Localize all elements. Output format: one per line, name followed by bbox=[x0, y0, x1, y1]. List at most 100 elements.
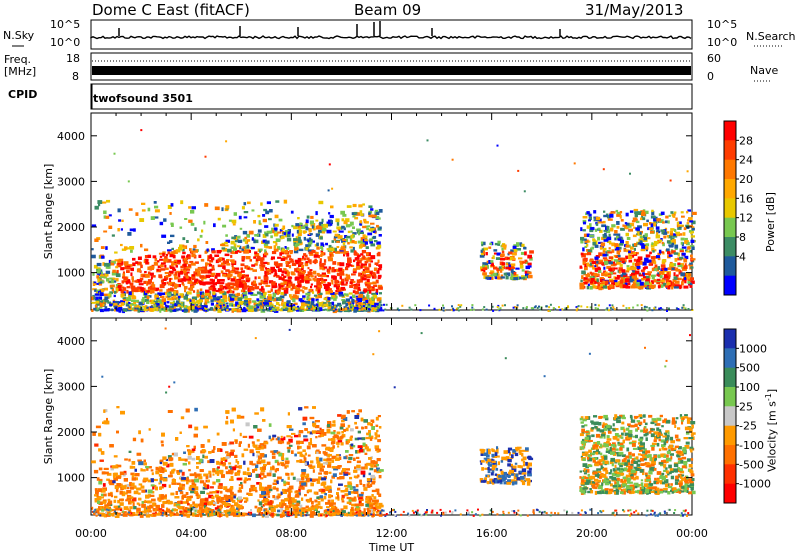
power-cell bbox=[510, 266, 515, 270]
power-cell bbox=[220, 243, 225, 247]
power-cell bbox=[251, 282, 255, 286]
power-cell bbox=[366, 294, 370, 299]
power-cell bbox=[371, 292, 377, 296]
power-cell bbox=[172, 300, 176, 304]
power-cell bbox=[312, 270, 317, 275]
velocity-cell bbox=[351, 486, 356, 489]
power-cell bbox=[187, 264, 192, 267]
power-cell bbox=[325, 291, 331, 295]
power-cell bbox=[303, 308, 307, 312]
power-cell bbox=[216, 300, 222, 303]
power-cell bbox=[283, 275, 287, 278]
power-cell bbox=[614, 243, 619, 247]
power-cell bbox=[360, 213, 364, 217]
power-sparse-cell bbox=[573, 162, 576, 165]
power-cell bbox=[226, 274, 232, 278]
power-cell bbox=[149, 299, 153, 303]
power-cell bbox=[643, 222, 648, 227]
power-cell bbox=[590, 272, 595, 276]
velocity-cell bbox=[125, 499, 128, 502]
power-cell bbox=[310, 215, 314, 219]
power-cell bbox=[277, 268, 283, 272]
power-ground-cell bbox=[281, 304, 284, 307]
power-cell bbox=[600, 261, 603, 265]
power-cell bbox=[355, 266, 361, 270]
power-cell bbox=[139, 218, 145, 222]
power-cell bbox=[204, 307, 207, 311]
power-cell bbox=[93, 283, 97, 286]
power-cell bbox=[599, 277, 604, 280]
power-cell bbox=[351, 240, 355, 244]
power-ground-cell bbox=[221, 309, 224, 312]
power-cell bbox=[282, 304, 287, 309]
power-ground-cell bbox=[145, 308, 148, 311]
power-cell bbox=[319, 261, 322, 265]
power-cell bbox=[528, 274, 533, 279]
power-cell bbox=[305, 274, 311, 277]
power-cell bbox=[122, 271, 125, 275]
power-cell bbox=[194, 280, 197, 283]
power-cell bbox=[373, 307, 378, 310]
power-cell bbox=[292, 304, 296, 308]
power-cell bbox=[189, 280, 193, 283]
velocity-cell bbox=[337, 498, 340, 501]
power-ground-cell bbox=[682, 304, 685, 307]
power-cell bbox=[639, 235, 643, 239]
power-cell bbox=[584, 239, 589, 243]
power-cell bbox=[123, 278, 128, 281]
velocity-cell bbox=[199, 480, 205, 484]
power-cell bbox=[375, 309, 380, 313]
power-cell bbox=[608, 233, 611, 238]
velocity-cell bbox=[256, 439, 260, 442]
power-cell bbox=[587, 272, 590, 276]
power-cell bbox=[329, 247, 333, 251]
power-cell bbox=[217, 217, 221, 221]
power-cell bbox=[511, 257, 516, 261]
power-cell bbox=[126, 308, 132, 312]
power-ground-cell bbox=[138, 306, 141, 309]
power-cell bbox=[284, 256, 288, 260]
power-cell bbox=[120, 243, 123, 247]
power-cell bbox=[600, 280, 604, 284]
power-cell bbox=[356, 259, 362, 264]
power-cell bbox=[194, 281, 199, 285]
power-cell bbox=[205, 262, 208, 267]
power-cell bbox=[267, 293, 272, 298]
power-cell bbox=[332, 230, 337, 233]
power-cell bbox=[176, 301, 180, 305]
power-cell bbox=[307, 267, 310, 270]
velocity-cell bbox=[336, 477, 342, 480]
power-cell bbox=[365, 269, 370, 273]
power-cell bbox=[307, 241, 313, 245]
power-cell bbox=[348, 264, 353, 267]
power-cell bbox=[345, 303, 348, 307]
power-cell bbox=[262, 218, 267, 223]
power-cell bbox=[201, 229, 204, 233]
power-cell bbox=[230, 246, 236, 249]
power-cell bbox=[349, 238, 353, 242]
power-cell bbox=[259, 302, 263, 306]
power-cell bbox=[242, 238, 246, 242]
power-cell bbox=[258, 301, 261, 305]
power-cell bbox=[374, 275, 377, 279]
power-cell bbox=[607, 274, 611, 277]
power-cell bbox=[199, 234, 203, 238]
power-cell bbox=[298, 298, 303, 302]
power-cell bbox=[253, 220, 256, 224]
velocity-cell bbox=[110, 509, 116, 512]
power-cell bbox=[211, 250, 216, 254]
power-cell bbox=[237, 272, 242, 277]
power-cell bbox=[142, 305, 146, 308]
power-cell bbox=[347, 230, 351, 234]
power-cell bbox=[625, 222, 630, 226]
power-cell bbox=[690, 277, 694, 281]
power-cell bbox=[357, 286, 361, 291]
power-cell bbox=[658, 273, 661, 277]
power-cell bbox=[96, 270, 101, 274]
power-cell bbox=[248, 301, 252, 304]
nsky-tick-bottom: 10^0 bbox=[50, 36, 81, 49]
power-cell bbox=[217, 288, 223, 292]
power-cell bbox=[606, 240, 612, 243]
power-cell bbox=[147, 281, 152, 285]
power-cell bbox=[595, 223, 599, 226]
